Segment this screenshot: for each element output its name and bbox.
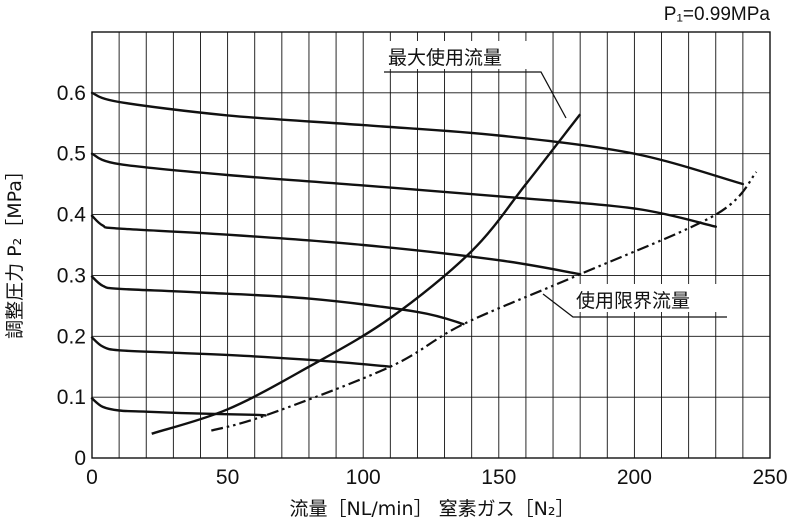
- x-tick-label: 200: [617, 466, 652, 489]
- x-tick-label: 100: [346, 466, 381, 489]
- pressure-condition-label: P₁=0.99MPa: [664, 4, 771, 25]
- max-flow-label-bg: [381, 41, 536, 69]
- x-tick-label: 150: [481, 466, 516, 489]
- y-tick-label: 0: [74, 447, 86, 470]
- pressure-curve: [90, 152, 717, 228]
- limit-flow-label-bg: [569, 284, 729, 312]
- pressure-curve: [90, 214, 582, 276]
- limit-flow-curve: [211, 171, 758, 432]
- y-tick-label: 0.1: [57, 386, 86, 409]
- max-flow-label: 最大使用流量: [388, 47, 502, 69]
- limit-flow-label: 使用限界流量: [576, 290, 690, 312]
- plot-frame: [91, 31, 771, 459]
- x-tick-label: 0: [86, 466, 98, 489]
- x-axis-title: 流量［NL/min］ 窒素ガス［N₂］: [290, 498, 575, 520]
- pressure-curve: [90, 336, 392, 368]
- y-tick-label: 0.4: [57, 204, 87, 227]
- y-tick-label: 0.6: [57, 82, 86, 105]
- x-tick-label: 250: [752, 466, 787, 489]
- pressure-curve: [90, 91, 745, 186]
- pressure-curve: [90, 275, 465, 326]
- y-tick-label: 0.5: [57, 143, 86, 166]
- axis-ticks: 0 50 100 150 200 250 0 0.1 0.2 0.3 0.4 0.5 0.6: [57, 82, 788, 489]
- chart-grid: [91, 31, 771, 459]
- max-flow-curve: [151, 113, 582, 435]
- x-tick-label: 50: [216, 466, 239, 489]
- max-flow-leader: [384, 71, 567, 119]
- pressure-curves: [90, 91, 745, 417]
- y-axis-title: 調整圧力 P₂［MPa］: [4, 161, 26, 339]
- limit-flow-leader: [542, 293, 727, 318]
- pressure-curve: [90, 397, 267, 417]
- y-tick-label: 0.3: [57, 264, 86, 287]
- y-tick-label: 0.2: [57, 325, 86, 348]
